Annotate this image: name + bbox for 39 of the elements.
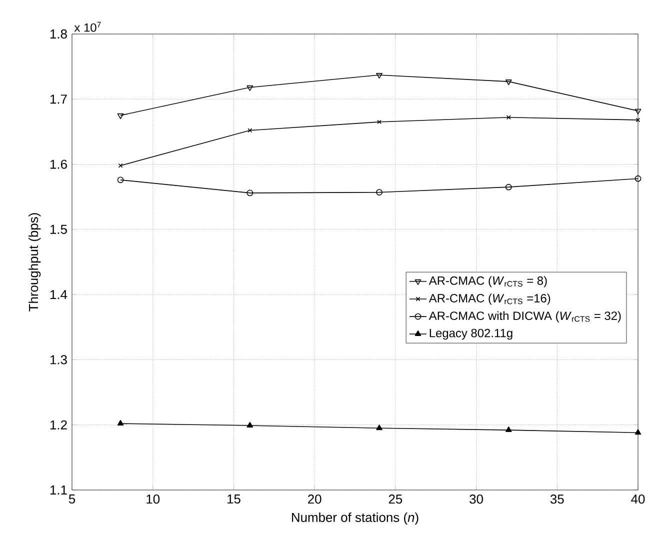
x-tick-label: 25 (388, 494, 402, 504)
x-tick-label: 20 (308, 494, 322, 504)
text: x 10$^{7}$ (74, 22, 101, 32)
point (505, 184, 512, 190)
y-tick-label: 1.2 (50, 420, 67, 430)
point (376, 73, 382, 79)
point (505, 426, 512, 432)
legend-label: AR-CMAC (W$_{rCTS}$ = 8) (428, 276, 547, 288)
y-tick-label: 1.8 (50, 29, 67, 39)
y-tick-label: 1.4 (50, 290, 68, 300)
y-tick-label: 1.1 (50, 486, 67, 494)
y-tick-label: 1.6 (50, 160, 67, 169)
point (506, 115, 511, 120)
x-tick-label: 10 (146, 494, 160, 504)
point (376, 189, 382, 196)
point (248, 128, 252, 133)
point (117, 113, 124, 120)
y-tick-label: 1.5 (50, 224, 67, 234)
y-tick-label: 1.3 (50, 355, 67, 364)
y-tick-label: 1.7 (50, 94, 67, 104)
legend-label: AR-CMAC (W$_{rCTS}$ =16) (428, 294, 550, 305)
x-tick-label: 15 (227, 494, 240, 504)
point (117, 420, 124, 426)
point (246, 85, 254, 91)
legend-label: AR-CMAC with DICWA (W$_{rCTS}$ = 32) (428, 311, 621, 322)
x-tick-label: 5 (68, 494, 76, 504)
x-axis-title: Number of stations (n) (292, 512, 418, 525)
point (246, 422, 254, 428)
x-tick-label: 35 (550, 494, 564, 504)
point (377, 120, 382, 124)
point (634, 429, 642, 435)
point (376, 424, 382, 430)
point (634, 108, 642, 114)
y-axis-title: Throughput (bps) (28, 213, 41, 312)
x-tick-label: 30 (470, 494, 483, 504)
point (246, 190, 254, 196)
x-tick-label: 40 (631, 494, 645, 504)
legend-label: Legacy 802.11g (430, 328, 512, 340)
point (505, 80, 512, 86)
